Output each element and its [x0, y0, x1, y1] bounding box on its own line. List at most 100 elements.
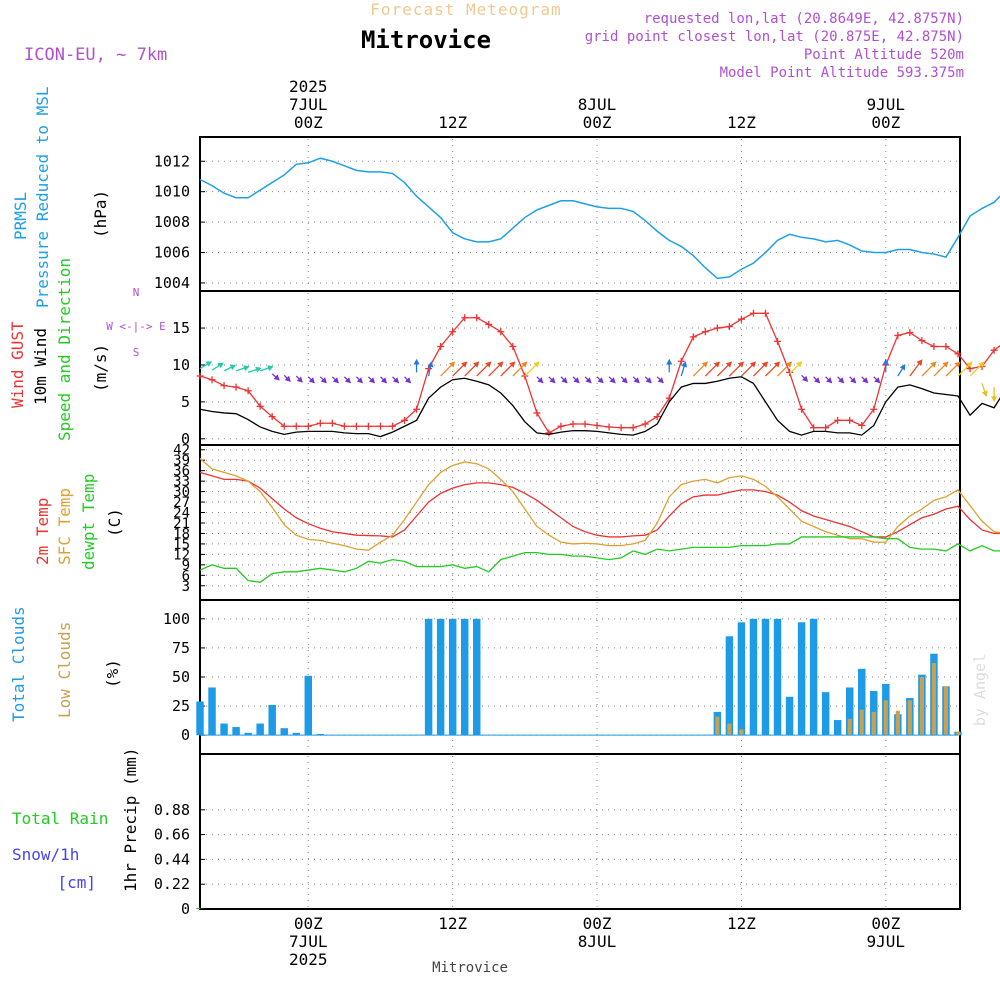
wind-arrow-head: [749, 361, 757, 368]
wind-arrow-head: [609, 377, 616, 384]
wind-arrow-head: [449, 361, 456, 368]
total-cloud-bar: [785, 696, 794, 736]
gust-marker: [449, 328, 457, 336]
time-axis-bottom-label: 00Z: [871, 914, 900, 933]
wind-arrow-head: [332, 377, 339, 384]
total-cloud-bar: [280, 728, 288, 736]
y-tick-label: 0: [181, 900, 190, 918]
wind-arrow-head: [205, 361, 212, 367]
gust-marker: [786, 368, 794, 376]
gust-marker: [605, 423, 613, 431]
wind-arrow-head: [785, 361, 793, 368]
gust-marker: [509, 343, 517, 351]
wind-arrow-head: [930, 361, 937, 368]
wind-arrow-head: [850, 377, 857, 384]
wind-arrow-head: [427, 361, 434, 368]
total-cloud-bar: [460, 618, 469, 736]
time-axis-bottom-label: 12Z: [727, 914, 756, 933]
y-tick-label: 18: [173, 526, 190, 542]
y-tick-label: 9: [182, 558, 190, 574]
gust-marker: [641, 420, 649, 428]
gust-marker: [569, 420, 577, 428]
y-tick-label: 1010: [154, 183, 190, 201]
time-axis-top-label: 2025: [289, 77, 328, 96]
gust-marker: [292, 422, 300, 430]
dewpt-line: [199, 536, 1000, 583]
low-cloud-bar: [919, 677, 924, 736]
y-tick-label: 6: [182, 568, 190, 584]
y-tick-label: 25: [172, 697, 190, 715]
total-cloud-bar: [749, 618, 758, 736]
gust-marker: [352, 422, 360, 430]
gust-marker: [918, 337, 926, 345]
wind-arrow-head: [633, 377, 640, 384]
gust-marker: [737, 315, 745, 323]
wind-arrow-head: [521, 361, 528, 368]
total-cloud-bar: [256, 723, 264, 736]
gust-marker: [834, 416, 842, 424]
wind-arrow-head: [284, 375, 291, 382]
gust-marker: [485, 320, 493, 328]
wind-arrow-head: [725, 361, 732, 368]
watermark: by Angel: [971, 654, 989, 726]
wind-arrow-head: [485, 361, 492, 368]
total-cloud-bar: [845, 687, 854, 736]
wind-arrow-head: [882, 358, 889, 365]
model-label: ICON-EU, ~ 7km: [24, 45, 167, 65]
y-tick-label: 15: [172, 319, 190, 337]
total-cloud-bar: [448, 618, 457, 736]
y-tick-label: 3: [182, 579, 190, 595]
y-tick-label: 0.88: [154, 801, 190, 819]
y-tick-label: 50: [172, 668, 190, 686]
wind-label-10m: 10m Wind: [31, 328, 50, 405]
wind-arrow-head: [368, 377, 376, 384]
total-cloud-bar: [268, 704, 276, 736]
y-tick-label: 0: [181, 430, 190, 448]
precip-unit: 1hr Precip (mm): [121, 748, 140, 893]
wind-arrow-head: [666, 358, 673, 365]
wind-arrow-head: [356, 377, 364, 384]
time-axis-top-label: 12Z: [438, 113, 467, 132]
super-title: Forecast Meteogram: [370, 0, 561, 19]
gust-marker: [208, 376, 216, 384]
gust-marker: [389, 422, 397, 430]
time-axis-top-label: 7JUL: [289, 95, 328, 114]
total-cloud-bar: [797, 622, 806, 736]
total-cloud-bar: [773, 618, 782, 736]
y-tick-label: 27: [173, 495, 190, 511]
total-cloud-bar: [316, 734, 325, 736]
gust-marker: [437, 343, 445, 351]
gust-marker: [725, 323, 733, 331]
gust-marker: [497, 328, 505, 336]
wind-arrow-head: [761, 361, 769, 368]
gust-marker: [990, 346, 998, 354]
time-axis-bottom-label: 7JUL: [289, 932, 328, 951]
wind-arrow-head: [795, 361, 803, 368]
low-cloud-bar: [859, 709, 864, 736]
wind-arrow-head: [533, 361, 540, 368]
total-cloud-bar: [761, 618, 770, 736]
low-cloud-bar: [871, 711, 876, 736]
wind-arrow-head: [862, 377, 869, 384]
gust-marker: [340, 422, 348, 430]
sfc-temp-line: [199, 457, 1000, 551]
cloud-label-total: Total Clouds: [9, 606, 28, 722]
gust-marker: [810, 424, 818, 432]
wind-arrow-head: [267, 365, 274, 372]
wind-arrow-head: [308, 377, 315, 384]
wind-arrow-head: [255, 366, 262, 373]
low-cloud-bar: [883, 700, 888, 736]
time-axis-bottom-label: 8JUL: [578, 932, 617, 951]
gust-marker: [894, 331, 902, 339]
panel-frame: [199, 753, 961, 910]
total-cloud-bar: [833, 720, 842, 736]
y-tick-label: 10: [172, 356, 190, 374]
total-cloud-bar: [737, 622, 746, 736]
temp-label-2m: 2m Temp: [33, 498, 52, 565]
gust-marker: [581, 420, 589, 428]
gust-marker: [220, 382, 228, 390]
wind-arrow-head: [645, 377, 652, 384]
y-tick-label: 21: [173, 516, 190, 532]
pressure-unit: (hPa): [91, 190, 110, 238]
panel-frame: [199, 290, 961, 446]
